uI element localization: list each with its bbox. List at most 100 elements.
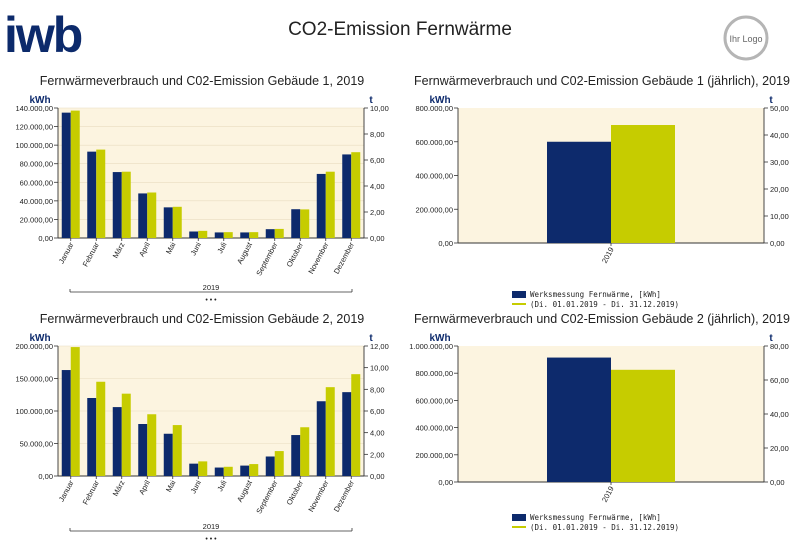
y2-tick-label: 80,00	[770, 342, 789, 351]
iwb-logo: iwb	[2, 2, 92, 64]
bar-co2	[300, 427, 310, 476]
chart-svg: Fernwärmeverbrauch und C02-Emission Gebä…	[409, 312, 790, 532]
y2-tick-label: 10,00	[370, 104, 389, 113]
y2-tick-label: 60,00	[770, 376, 789, 385]
y-tick-label: 400.000,00	[415, 424, 453, 433]
more-indicator[interactable]: • • •	[205, 536, 217, 543]
x-tick-label: Januar	[57, 240, 76, 265]
bar-kwh	[87, 151, 97, 238]
y2-tick-label: 30,00	[770, 158, 789, 167]
bar-kwh	[240, 465, 250, 476]
chart-gebaeude-1-monthly: Fernwärmeverbrauch und C02-Emission Gebä…	[0, 70, 400, 310]
x-tick-label: November	[306, 478, 330, 513]
bar-kwh	[291, 209, 301, 238]
y-tick-label: 0,00	[438, 239, 453, 248]
bar-kwh	[112, 172, 122, 238]
y-tick-label: 200.000,00	[415, 205, 453, 214]
iwb-logo-graphic: iwb	[4, 7, 84, 63]
x-tick-label: 2019	[600, 246, 616, 265]
bar-co2	[172, 206, 182, 238]
y2-tick-label: 40,00	[770, 410, 789, 419]
bar-kwh	[265, 229, 275, 238]
placeholder-logo-text: Ihr Logo	[729, 34, 762, 44]
y-tick-label: 0,00	[38, 472, 53, 481]
x-tick-label: Februar	[81, 478, 102, 506]
chart-svg: Fernwärmeverbrauch und C02-Emission Gebä…	[414, 74, 790, 309]
y-tick-label: 100.000,00	[15, 407, 53, 416]
bar-co2	[121, 171, 131, 238]
y2-tick-label: 50,00	[770, 104, 789, 113]
x-tick-label: Oktober	[285, 240, 306, 268]
bar-kwh	[342, 392, 352, 476]
y2-tick-label: 2,00	[370, 450, 385, 459]
legend-label: Werksmessung Fernwärme, [kWh]	[530, 290, 661, 299]
legend-label: Werksmessung Fernwärme, [kWh]	[530, 513, 661, 522]
bar-co2	[351, 152, 361, 238]
x-tick-label: März	[111, 478, 127, 497]
y2-tick-label: 10,00	[770, 212, 789, 221]
bar-kwh	[138, 193, 148, 238]
y-tick-label: 140.000,00	[15, 104, 53, 113]
bar-co2	[325, 387, 335, 476]
y2-tick-label: 40,00	[770, 131, 789, 140]
bar-co2	[351, 374, 361, 476]
bar-co2	[249, 232, 259, 238]
y2-tick-label: 0,00	[770, 239, 785, 248]
x-tick-label: Mai	[164, 240, 178, 255]
x-tick-label: März	[111, 240, 127, 259]
bar-co2	[147, 192, 157, 238]
legend-swatch-kwh	[512, 291, 526, 298]
y-tick-label: 200.000,00	[415, 451, 453, 460]
y2-tick-label: 2,00	[370, 208, 385, 217]
y2-tick-label: 0,00	[370, 234, 385, 243]
bar-kwh	[316, 173, 326, 238]
y-axis-label: kWh	[29, 95, 50, 106]
bar-co2	[274, 451, 284, 476]
y2-tick-label: 6,00	[370, 407, 385, 416]
group-label: 2019	[203, 522, 220, 531]
chart-gebaeude-2-yearly: Fernwärmeverbrauch und C02-Emission Gebä…	[400, 308, 800, 549]
x-tick-label: Oktober	[285, 478, 306, 506]
bar-co2	[172, 425, 182, 476]
y2-tick-label: 20,00	[770, 444, 789, 453]
legend-swatch-kwh	[512, 514, 526, 521]
x-tick-label: Mai	[164, 478, 178, 493]
y2-axis-label: t	[769, 95, 773, 106]
x-tick-label: August	[235, 240, 254, 266]
more-indicator[interactable]: • • •	[205, 297, 217, 304]
y2-tick-label: 0,00	[770, 478, 785, 487]
bar-kwh	[547, 141, 611, 243]
y-tick-label: 40.000,00	[20, 197, 53, 206]
x-tick-label: April	[137, 240, 152, 258]
y2-tick-label: 4,00	[370, 182, 385, 191]
x-tick-label: Juni	[189, 478, 204, 495]
y2-tick-label: 10,00	[370, 364, 389, 373]
bar-co2	[223, 466, 233, 476]
x-tick-label: Juli	[215, 478, 228, 492]
legend-range: (Di. 01.01.2019 - Di. 31.12.2019)	[530, 300, 679, 309]
bar-co2	[70, 347, 80, 476]
bar-kwh	[240, 232, 250, 238]
chart-svg: Fernwärmeverbrauch und C02-Emission Gebä…	[15, 74, 389, 304]
y-tick-label: 200.000,00	[15, 342, 53, 351]
y2-tick-label: 0,00	[370, 472, 385, 481]
bar-kwh	[214, 467, 224, 476]
y-tick-label: 20.000,00	[20, 215, 53, 224]
y-tick-label: 1.000.000,00	[409, 342, 453, 351]
x-tick-label: Dezember	[332, 240, 356, 275]
chart-title: Fernwärmeverbrauch und C02-Emission Gebä…	[40, 312, 365, 326]
bar-co2	[611, 125, 675, 243]
y-tick-label: 800.000,00	[415, 104, 453, 113]
y-tick-label: 60.000,00	[20, 178, 53, 187]
bar-co2	[325, 171, 335, 238]
chart-gebaeude-1-yearly: Fernwärmeverbrauch und C02-Emission Gebä…	[400, 70, 800, 310]
x-tick-label: Juli	[215, 240, 228, 254]
chart-gebaeude-2-monthly: Fernwärmeverbrauch und C02-Emission Gebä…	[0, 308, 400, 549]
group-label: 2019	[203, 283, 220, 292]
bar-co2	[198, 461, 208, 476]
placeholder-logo: Ihr Logo	[722, 14, 770, 62]
bar-co2	[223, 232, 233, 238]
placeholder-logo-graphic: Ihr Logo	[723, 15, 769, 61]
x-tick-label: Dezember	[332, 478, 356, 513]
bar-co2	[96, 149, 106, 238]
